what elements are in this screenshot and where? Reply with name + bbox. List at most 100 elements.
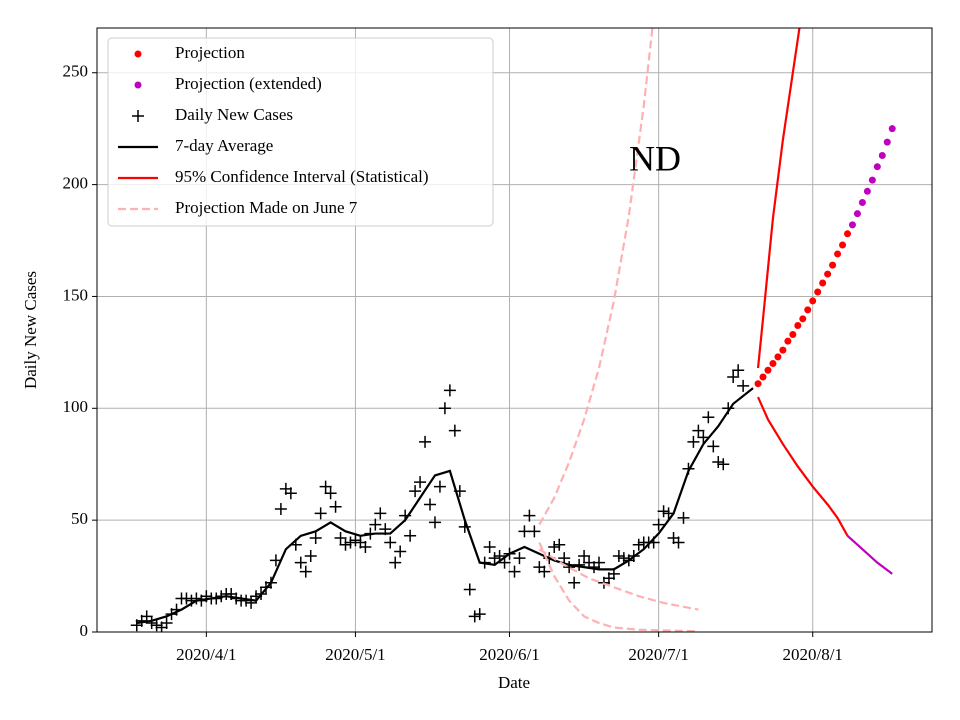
plus-marker <box>414 476 427 489</box>
dot <box>844 230 852 238</box>
plus-marker <box>150 619 163 632</box>
plus-marker <box>563 561 576 574</box>
dot <box>804 306 812 314</box>
dot <box>883 138 891 146</box>
plus-marker <box>419 435 432 448</box>
legend-label: Daily New Cases <box>175 105 293 124</box>
plus-marker <box>612 549 625 562</box>
legend-label: 7-day Average <box>175 136 273 155</box>
plus-marker <box>523 509 536 522</box>
dot <box>829 261 837 269</box>
dashed-line <box>538 28 654 526</box>
legend: Projection Projection (extended) Daily New… <box>107 37 494 227</box>
legend-box <box>107 37 494 227</box>
legend-label: Projection <box>175 43 245 62</box>
dot <box>863 187 871 195</box>
x-tick-label: 2020/4/1 <box>176 645 236 664</box>
plus-marker <box>568 576 581 589</box>
y-tick-label: 150 <box>63 285 89 304</box>
plus-marker <box>513 552 526 565</box>
plus-marker <box>732 364 745 377</box>
plus-marker <box>672 536 685 549</box>
plus-marker <box>329 500 342 513</box>
plot-area <box>130 28 896 632</box>
x-tick-label: 2020/6/1 <box>479 645 539 664</box>
plus-marker <box>359 540 372 553</box>
dot <box>754 380 762 388</box>
plus-marker <box>324 487 337 500</box>
plus-marker <box>727 370 740 383</box>
legend-label: Projection Made on June 7 <box>175 198 358 217</box>
plus-marker <box>334 532 347 545</box>
plus-marker <box>548 540 561 553</box>
dot <box>848 221 856 229</box>
dot <box>858 198 866 206</box>
plus-marker <box>424 498 437 511</box>
plus-marker <box>304 549 317 562</box>
plus-marker <box>394 545 407 558</box>
line <box>846 534 893 575</box>
plus-marker <box>349 534 362 547</box>
dot <box>814 288 822 296</box>
plus-marker <box>702 411 715 424</box>
plus-marker <box>632 538 645 551</box>
dashed-line <box>538 548 699 611</box>
plus-marker <box>508 565 521 578</box>
y-axis-label: Daily New Cases <box>21 271 40 389</box>
plus-marker <box>190 592 203 605</box>
line <box>756 28 801 369</box>
plus-marker <box>677 511 690 524</box>
axes-frame <box>96 27 933 633</box>
y-tick-label: 0 <box>80 621 89 640</box>
legend-marker <box>134 81 142 89</box>
plus-marker <box>404 529 417 542</box>
dot <box>779 346 787 354</box>
dot <box>784 337 792 345</box>
dot <box>853 210 861 218</box>
y-tick-label: 50 <box>71 509 88 528</box>
plus-marker <box>309 532 322 545</box>
plus-marker <box>384 536 397 549</box>
plus-marker <box>428 516 441 529</box>
dot <box>839 241 847 249</box>
plus-marker <box>369 518 382 531</box>
plus-marker <box>553 538 566 551</box>
legend-label: Projection (extended) <box>175 74 322 93</box>
dot <box>873 163 881 171</box>
plus-marker <box>717 458 730 471</box>
plus-marker <box>409 485 422 498</box>
plus-marker <box>692 424 705 437</box>
plus-marker <box>697 431 710 444</box>
ticks: 0 50 100 150 200 250 2020/4/1 2020/5/1 2020/6/1 2… <box>63 62 843 664</box>
x-tick-label: 2020/7/1 <box>628 645 688 664</box>
plus-marker <box>578 549 591 562</box>
plus-marker <box>483 540 496 553</box>
plus-marker <box>592 556 605 569</box>
x-tick-label: 2020/8/1 <box>782 645 842 664</box>
x-tick-label: 2020/5/1 <box>325 645 385 664</box>
dot <box>878 152 886 160</box>
dot <box>799 315 807 323</box>
plus-marker <box>737 379 750 392</box>
plus-marker <box>160 617 173 630</box>
plus-marker <box>145 617 158 630</box>
line <box>136 387 754 625</box>
dot <box>824 270 832 278</box>
plus-marker <box>443 384 456 397</box>
y-tick-label: 250 <box>63 62 89 81</box>
dot <box>809 297 817 305</box>
x-axis-label: Date <box>498 673 530 692</box>
plus-marker <box>687 435 700 448</box>
dot <box>774 353 782 361</box>
plus-marker <box>389 556 402 569</box>
legend-label: 95% Confidence Interval (Statistical) <box>175 167 429 186</box>
plus-marker <box>299 565 312 578</box>
dot <box>868 176 876 184</box>
y-tick-label: 200 <box>63 173 89 192</box>
plus-marker <box>314 507 327 520</box>
dot <box>789 330 797 338</box>
plus-marker <box>463 583 476 596</box>
plus-marker <box>652 518 665 531</box>
dot <box>769 360 777 368</box>
